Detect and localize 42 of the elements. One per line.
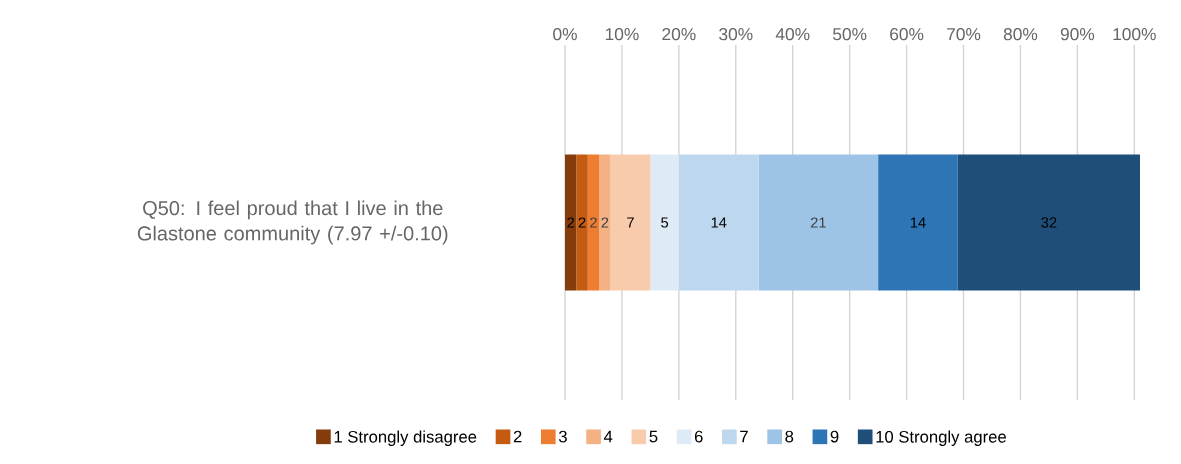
x-tick-label: 90% <box>1060 28 1095 41</box>
data-label: 14 <box>910 217 926 228</box>
bar <box>878 154 958 291</box>
legend-label: 10 Strongly agree <box>876 430 1006 446</box>
legend-label: 6 <box>694 430 703 443</box>
x-tick-label: 10% <box>605 28 639 41</box>
data-label: 2 <box>567 217 575 228</box>
y-tick-label: Q50: I feel proud that I live in the Glastone community (7.97 +/-0.10) <box>137 200 448 245</box>
legend-label: 1 Strongly disagree <box>334 430 477 446</box>
bar <box>678 154 759 291</box>
data-label: 5 <box>661 217 669 228</box>
data-label: 32 <box>1041 217 1057 228</box>
bar <box>599 154 611 291</box>
x-tick-label: 20% <box>662 28 696 41</box>
x-tick-label: 80% <box>1003 28 1038 41</box>
data-label: 14 <box>711 217 727 228</box>
x-tick-label: 60% <box>890 28 924 41</box>
bar <box>758 154 879 291</box>
legend-label: 7 <box>740 430 748 443</box>
legend-label: 2 <box>513 430 522 443</box>
data-label: 2 <box>590 217 597 228</box>
x-tick-label: 40% <box>775 28 810 41</box>
legend-label: 8 <box>785 430 794 443</box>
data-label: 21 <box>810 217 826 228</box>
bar <box>565 154 577 291</box>
x-tick-label: 100% <box>1113 28 1156 41</box>
bar <box>576 154 588 291</box>
x-tick-label: 70% <box>947 28 981 41</box>
x-tick-label: 30% <box>719 28 753 41</box>
data-label: 2 <box>578 217 586 228</box>
bar <box>587 154 600 291</box>
legend-label: 9 <box>830 430 839 443</box>
data-label: 2 <box>601 217 609 228</box>
x-tick-label: 0% <box>553 28 577 41</box>
data-label: 7 <box>627 217 634 228</box>
legend-label: 5 <box>649 430 658 443</box>
legend-label: 4 <box>603 430 613 443</box>
legend-label: 3 <box>558 430 567 443</box>
bar <box>957 154 1141 291</box>
bar <box>650 154 679 291</box>
bar <box>610 154 651 291</box>
x-tick-label: 50% <box>833 28 867 41</box>
